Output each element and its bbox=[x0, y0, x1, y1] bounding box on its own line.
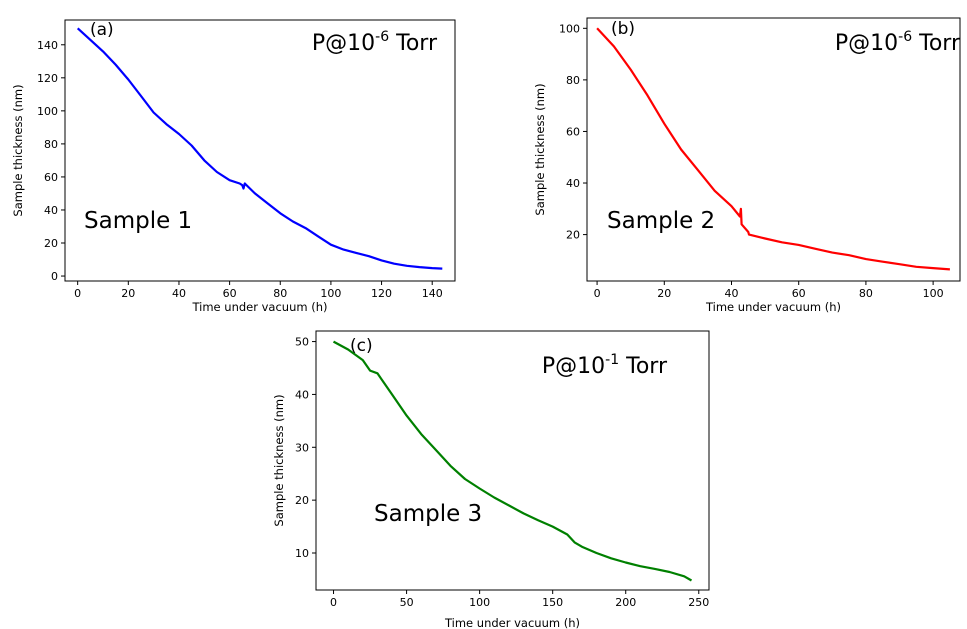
y-tick-label: 100 bbox=[37, 105, 58, 118]
y-tick-label: 120 bbox=[37, 72, 58, 85]
x-axis-label: Time under vacuum (h) bbox=[191, 300, 327, 314]
x-tick-label: 60 bbox=[792, 287, 806, 300]
plot-frame bbox=[315, 330, 710, 591]
y-tick-label: 80 bbox=[44, 138, 58, 151]
y-tick-label: 10 bbox=[295, 547, 309, 560]
pressure-label: P@10-6 Torr bbox=[312, 29, 438, 56]
sample-annotation: Sample 1 bbox=[84, 208, 192, 234]
y-axis-label: Sample thickness (nm) bbox=[533, 83, 547, 215]
series-line bbox=[332, 340, 693, 582]
x-axis-label: Time under vacuum (h) bbox=[705, 300, 841, 314]
x-tick-label: 20 bbox=[657, 287, 671, 300]
x-tick-label: 250 bbox=[688, 596, 709, 609]
y-tick-label: 60 bbox=[566, 125, 580, 138]
pressure-label: P@10-1 Torr bbox=[542, 352, 668, 379]
x-tick-label: 20 bbox=[121, 287, 135, 300]
series-line bbox=[596, 27, 950, 271]
x-tick-label: 0 bbox=[74, 287, 81, 300]
plot-frame bbox=[586, 17, 961, 282]
y-tick-label: 80 bbox=[566, 74, 580, 87]
sample-annotation: Sample 2 bbox=[607, 208, 715, 234]
x-axis-label: Time under vacuum (h) bbox=[444, 616, 580, 629]
plot-frame bbox=[64, 19, 456, 282]
x-tick-label: 40 bbox=[172, 287, 186, 300]
sample-annotation: Sample 3 bbox=[374, 501, 482, 527]
y-tick-label: 60 bbox=[44, 171, 58, 184]
x-tick-label: 50 bbox=[400, 596, 414, 609]
x-tick-label: 80 bbox=[273, 287, 287, 300]
y-tick-label: 50 bbox=[295, 336, 309, 349]
y-tick-label: 20 bbox=[44, 237, 58, 250]
panel-c: (c) P@10-1 Torr Sample 3 Time under vacu… bbox=[272, 330, 710, 629]
x-tick-label: 100 bbox=[469, 596, 490, 609]
x-tick-label: 80 bbox=[859, 287, 873, 300]
panel-label: (b) bbox=[611, 19, 635, 39]
x-tick-label: 40 bbox=[724, 287, 738, 300]
x-tick-label: 100 bbox=[923, 287, 944, 300]
pressure-label: P@10-6 Torr bbox=[835, 29, 961, 56]
x-tick-label: 150 bbox=[542, 596, 563, 609]
y-tick-label: 20 bbox=[566, 229, 580, 242]
y-tick-label: 40 bbox=[566, 177, 580, 190]
x-tick-label: 140 bbox=[422, 287, 443, 300]
y-tick-label: 20 bbox=[295, 494, 309, 507]
x-tick-label: 100 bbox=[320, 287, 341, 300]
panel-label: (c) bbox=[350, 336, 373, 356]
panel-b: (b) P@10-6 Torr Sample 2 Time under vacu… bbox=[533, 17, 961, 314]
panel-a: (a) P@10-6 Torr Sample 1 Time under vacu… bbox=[11, 19, 456, 314]
y-tick-label: 40 bbox=[44, 204, 58, 217]
x-tick-label: 0 bbox=[330, 596, 337, 609]
y-axis-label: Sample thickness (nm) bbox=[272, 394, 286, 526]
x-tick-label: 120 bbox=[371, 287, 392, 300]
x-tick-label: 60 bbox=[223, 287, 237, 300]
y-tick-label: 100 bbox=[559, 22, 580, 35]
series-line bbox=[76, 27, 443, 270]
y-tick-label: 30 bbox=[295, 441, 309, 454]
y-tick-label: 0 bbox=[51, 270, 58, 283]
panel-label: (a) bbox=[90, 20, 114, 40]
x-tick-label: 0 bbox=[594, 287, 601, 300]
y-axis-label: Sample thickness (nm) bbox=[11, 84, 25, 216]
y-tick-label: 40 bbox=[295, 388, 309, 401]
y-tick-label: 140 bbox=[37, 39, 58, 52]
x-tick-label: 200 bbox=[615, 596, 636, 609]
